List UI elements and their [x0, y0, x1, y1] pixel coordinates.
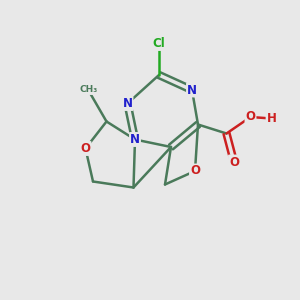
Text: CH₃: CH₃	[80, 85, 98, 94]
Text: N: N	[122, 97, 133, 110]
Text: O: O	[245, 110, 256, 124]
Text: H: H	[267, 112, 276, 125]
Text: O: O	[190, 164, 200, 178]
Text: O: O	[80, 142, 91, 155]
Text: Cl: Cl	[153, 37, 165, 50]
Text: N: N	[130, 133, 140, 146]
Text: N: N	[187, 83, 197, 97]
Text: O: O	[229, 155, 239, 169]
